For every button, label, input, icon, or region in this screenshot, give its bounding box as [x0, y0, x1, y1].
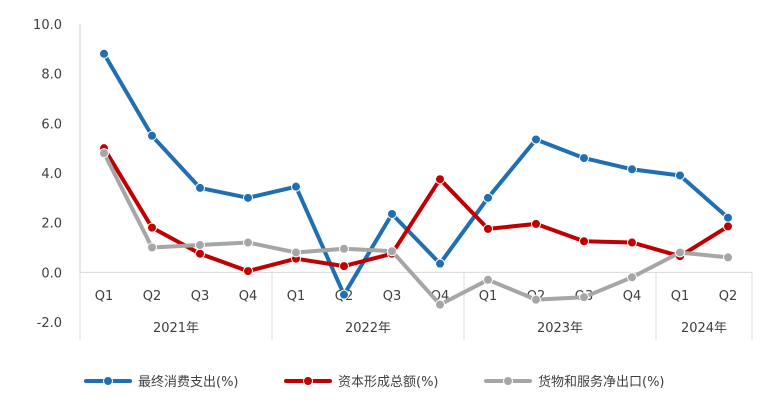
data-point — [435, 258, 445, 269]
y-tick-label: 4.0 — [41, 167, 62, 182]
data-point — [627, 164, 637, 175]
data-point — [387, 246, 397, 257]
y-tick-label: -2.0 — [37, 316, 62, 331]
data-point — [291, 181, 301, 192]
data-point — [387, 208, 397, 219]
series-line — [102, 146, 730, 274]
axes-group: -2.0 0.0 2.0 4.0 6.0 8.0 10.0 Q1 Q2 Q3 Q4 Q1 Q2 Q3 Q4 Q… — [33, 18, 753, 340]
year-label: 2024年 — [681, 321, 727, 336]
y-tick-label: 6.0 — [41, 117, 62, 132]
x-tick-label: Q1 — [671, 289, 690, 304]
data-point — [147, 222, 157, 233]
x-tick-label: Q3 — [383, 289, 402, 304]
year-label: 2023年 — [537, 321, 583, 336]
series-line — [102, 51, 730, 297]
legend: 最终消费支出(%) 资本形成总额(%) 货物和服务净出口(%) — [84, 374, 665, 390]
data-point — [243, 237, 253, 248]
legend-label: 资本形成总额(%) — [338, 375, 439, 390]
x-tick-label: Q2 — [719, 289, 738, 304]
legend-marker — [103, 376, 113, 386]
x-tick-label: Q3 — [191, 289, 210, 304]
data-point — [147, 130, 157, 141]
legend-label: 货物和服务净出口(%) — [538, 374, 665, 390]
data-point — [627, 237, 637, 248]
data-point — [243, 266, 253, 277]
year-label: 2021年 — [153, 321, 199, 336]
data-point — [195, 248, 205, 259]
data-point — [99, 48, 109, 59]
data-point — [435, 299, 445, 310]
x-tick-label: Q1 — [95, 289, 114, 304]
data-point — [531, 134, 541, 145]
y-tick-label: 8.0 — [41, 68, 62, 83]
data-point — [339, 243, 349, 254]
series-group — [99, 48, 733, 310]
data-point — [195, 240, 205, 251]
data-point — [147, 242, 157, 253]
data-point — [723, 221, 733, 232]
y-tick-label: 2.0 — [41, 217, 62, 232]
x-tick-label: Q1 — [287, 289, 306, 304]
x-tick-label: Q4 — [623, 289, 642, 304]
x-tick-label: Q2 — [143, 289, 162, 304]
x-tick-label: Q1 — [479, 289, 498, 304]
data-point — [435, 174, 445, 185]
series-line — [102, 151, 730, 307]
y-tick-label: 10.0 — [33, 18, 62, 33]
legend-marker — [303, 376, 313, 386]
data-point — [99, 148, 109, 159]
data-point — [483, 223, 493, 234]
data-point — [195, 182, 205, 193]
data-point — [339, 261, 349, 272]
data-point — [483, 274, 493, 285]
data-point — [627, 272, 637, 283]
legend-label: 最终消费支出(%) — [138, 374, 239, 390]
data-point — [291, 247, 301, 258]
data-point — [675, 170, 685, 181]
data-point — [483, 192, 493, 203]
year-label: 2022年 — [345, 321, 391, 336]
data-point — [723, 212, 733, 223]
data-point — [531, 294, 541, 305]
data-point — [723, 252, 733, 263]
data-point — [243, 192, 253, 203]
data-point — [579, 292, 589, 303]
data-point — [675, 247, 685, 258]
y-tick-label: 0.0 — [41, 266, 62, 281]
data-point — [531, 218, 541, 229]
data-point — [579, 236, 589, 247]
data-point — [579, 153, 589, 164]
x-tick-label: Q4 — [239, 289, 258, 304]
data-point — [339, 289, 349, 300]
legend-marker — [503, 376, 513, 386]
